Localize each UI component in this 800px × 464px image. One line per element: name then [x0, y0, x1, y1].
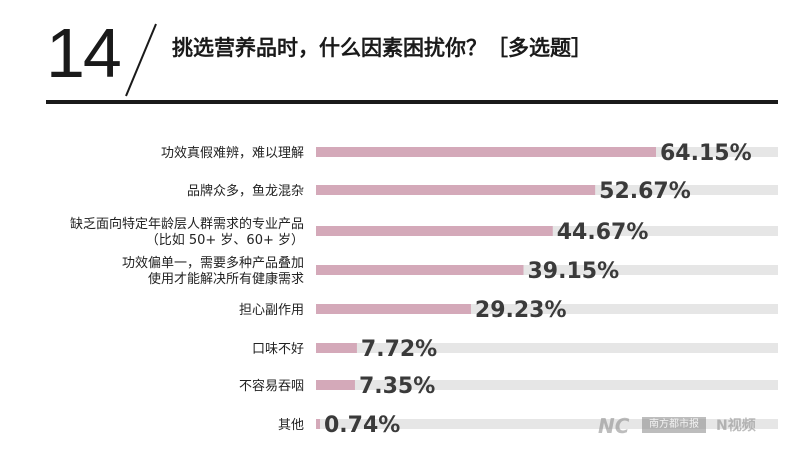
watermark-logo: NC 南方都市报 N视频: [598, 414, 798, 438]
category-label: （比如 50+ 岁、60+ 岁）: [146, 232, 304, 248]
bar-track: [316, 419, 778, 429]
category-label: 担心副作用: [239, 303, 304, 318]
header-rule: [46, 100, 778, 104]
bar: [316, 419, 320, 429]
category-label: 不容易吞咽: [239, 378, 304, 394]
value-label: 0.74%: [324, 413, 400, 438]
category-label: 功效偏单一，需要多种产品叠加: [122, 255, 304, 271]
bar: [316, 226, 553, 236]
value-label: 44.67%: [557, 220, 649, 245]
bar: [316, 265, 524, 275]
watermark-box-text: 南方都市报: [642, 417, 706, 433]
watermark-mark: NC: [598, 414, 630, 438]
bar: [316, 343, 357, 353]
category-label: 口味不好: [252, 342, 304, 357]
question-title: 挑选营养品时，什么因素困扰你？［多选题］: [172, 36, 592, 60]
category-label: 品牌众多，鱼龙混杂: [187, 183, 304, 199]
value-label: 52.67%: [599, 179, 691, 204]
value-label: 64.15%: [660, 141, 752, 166]
category-label: 缺乏面向特定年龄层人群需求的专业产品: [70, 216, 304, 232]
bar: [316, 147, 656, 157]
value-label: 39.15%: [527, 259, 619, 284]
category-label: 其他: [278, 418, 304, 433]
bar: [316, 185, 596, 195]
watermark-video-text: N视频: [716, 418, 756, 434]
value-label: 7.35%: [359, 374, 435, 399]
bar-track: [316, 304, 778, 314]
bar-track: [316, 265, 778, 275]
value-label: 29.23%: [475, 298, 567, 323]
bar-track: [316, 343, 778, 353]
value-label: 7.72%: [361, 337, 437, 362]
bar: [316, 304, 471, 314]
bar-track: [316, 380, 778, 390]
header-slash-divider: [125, 23, 157, 97]
bar: [316, 380, 355, 390]
question-number: 14: [46, 14, 122, 92]
category-label: 功效真假难辨，难以理解: [161, 146, 304, 161]
category-label: 使用才能解决所有健康需求: [148, 271, 304, 287]
